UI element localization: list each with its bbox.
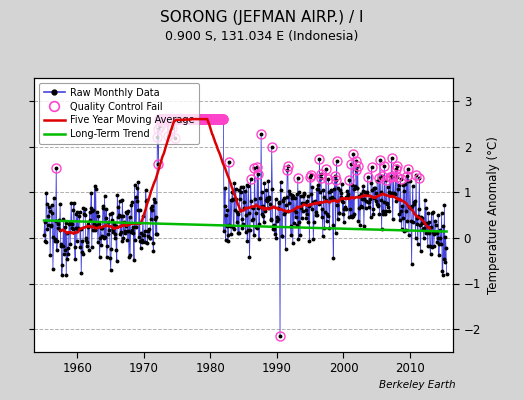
Legend: Raw Monthly Data, Quality Control Fail, Five Year Moving Average, Long-Term Tren: Raw Monthly Data, Quality Control Fail, … [39,83,200,144]
Text: SORONG (JEFMAN AIRP.) / I: SORONG (JEFMAN AIRP.) / I [160,10,364,25]
Text: Berkeley Earth: Berkeley Earth [379,380,456,390]
Y-axis label: Temperature Anomaly (°C): Temperature Anomaly (°C) [487,136,499,294]
Text: 0.900 S, 131.034 E (Indonesia): 0.900 S, 131.034 E (Indonesia) [165,30,359,43]
